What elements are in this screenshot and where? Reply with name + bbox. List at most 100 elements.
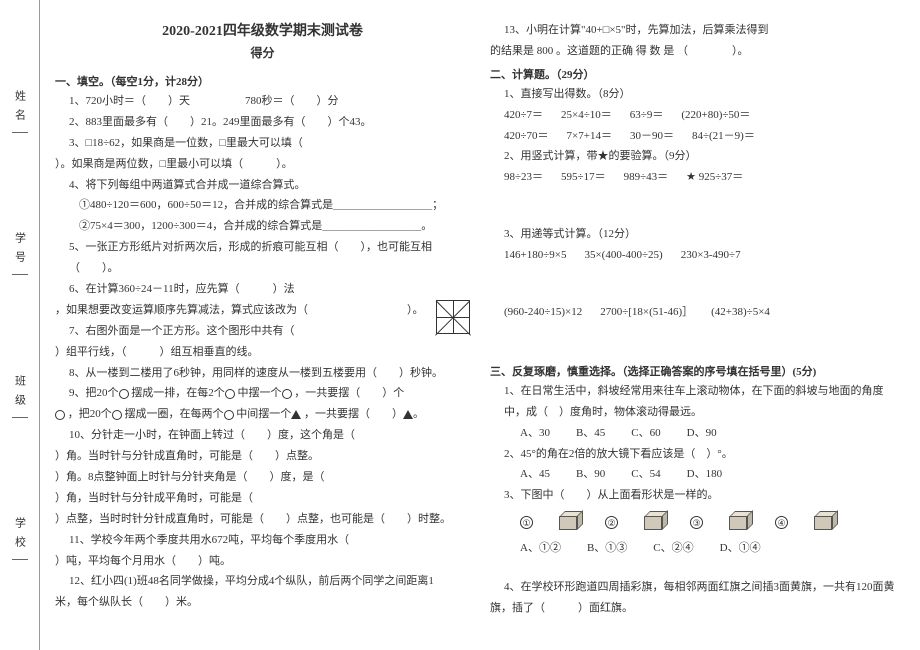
circle-icon: [225, 389, 235, 399]
q4b: ②75×4＝300，1200÷300＝4，合并成的综合算式是＿＿＿＿＿＿＿＿＿。: [55, 216, 470, 237]
q11a: 11、学校今年两个季度共用水672吨，平均每个季度用水（: [55, 530, 470, 551]
s2-sub3: 3、用递等式计算。（12分）: [490, 224, 905, 245]
binding-gutter: 姓名 学号 班级 学校: [0, 0, 40, 650]
o2d: D、180: [687, 464, 722, 485]
q10c: ）角。8点整钟面上时针与分针夹角是（ ）度，是（: [55, 467, 470, 488]
expr-row2: (960-240÷15)×12 2700÷[18×(51-46)］ (42+38…: [490, 302, 905, 323]
cube-fig-1: [553, 510, 585, 534]
o3b: B、①③: [587, 538, 627, 559]
circle-icon: [282, 389, 292, 399]
q3a: 3、□18÷62，如果商是一位数，□里最大可以填（: [55, 133, 470, 154]
q5: 5、一张正方形纸片对折两次后，形成的折痕可能互相（ ），也可能互相（ ）。: [55, 237, 470, 279]
q9b: 摆成一排，在每2个: [131, 387, 225, 399]
q9e: ，把20个: [68, 408, 112, 420]
o1a: A、30: [520, 423, 550, 444]
q9g: 中间摆一个: [236, 408, 291, 420]
q4: 4、将下列每组中两道算式合并成一道综合算式。: [55, 175, 470, 196]
e2: 35×(400-400÷25): [584, 245, 662, 266]
q7a: 7、右图外面是一个正方形。这个图形中共有（: [55, 321, 430, 342]
v1: 98÷23＝: [504, 167, 543, 188]
square-diagram: [436, 300, 470, 334]
gutter-id: 学号: [12, 232, 28, 275]
o1b: B、45: [576, 423, 605, 444]
exam-title: 2020-2021四年级数学期末测试卷: [55, 20, 470, 40]
s3q3: 3、下图中（ ）从上面看形状是一样的。: [490, 485, 905, 506]
fig3-label: ③: [690, 516, 703, 529]
section-1-head: 一、填空。（每空1分，计28分）: [55, 73, 470, 89]
r1a: 420÷7＝: [504, 105, 543, 126]
r2c: 30－90＝: [630, 126, 674, 147]
s3q4a: 4、在学校环形跑道四周插彩旗，每相邻两面红旗之间插3面黄旗，一共有120面黄: [490, 577, 905, 598]
v3: 989÷43＝: [624, 167, 669, 188]
q9h: ，一共要摆（ ）: [304, 408, 403, 420]
q9c: 中摆一个: [238, 387, 282, 399]
q6a: 6、在计算360÷24－11时，应先算（ ）法: [55, 279, 470, 300]
circle-icon: [119, 389, 129, 399]
o1d: D、90: [687, 423, 717, 444]
q12a: 12、红小四(1)班48名同学做操，平均分成4个纵队，前后两个同学之间距离1: [55, 571, 470, 592]
exam-page: 姓名 学号 班级 学校 2020-2021四年级数学期末测试卷 得分 一、填空。…: [0, 0, 920, 650]
mental-row2: 420÷70＝ 7×7+14＝ 30－90＝ 84÷(21－9)＝: [490, 126, 905, 147]
section-3-head: 三、反复琢磨，慎重选择。（选择正确答案的序号填在括号里）(5分): [490, 363, 905, 379]
q9a: 9、把20个: [69, 387, 119, 399]
q9-line1: 9、把20个 摆成一排，在每2个 中摆一个 ，一共要摆（ ）个: [55, 383, 470, 404]
e3: 230×3-490÷7: [681, 245, 741, 266]
e6: (42+38)÷5×4: [711, 302, 770, 323]
left-column: 2020-2021四年级数学期末测试卷 得分 一、填空。（每空1分，计28分） …: [55, 20, 470, 645]
v4: ★ 925÷37＝: [686, 167, 743, 188]
q12b: 米，每个纵队长（ ）米。: [55, 592, 470, 613]
triangle-icon: [291, 410, 301, 419]
e1: 146+180÷9×5: [504, 245, 566, 266]
o3a: A、①②: [520, 538, 561, 559]
section-2-head: 二、计算题。（29分）: [490, 66, 905, 82]
circle-icon: [112, 410, 122, 420]
r2b: 7×7+14＝: [567, 126, 612, 147]
o2c: C、54: [631, 464, 660, 485]
q4a: ①480÷120＝600，600÷50＝12，合并成的综合算式是＿＿＿＿＿＿＿＿…: [55, 195, 470, 216]
s3q3-opts: A、①② B、①③ C、②④ D、①④: [490, 538, 905, 559]
s3q4b: 旗，插了（ ）面红旗。: [490, 598, 905, 619]
o3c: C、②④: [653, 538, 693, 559]
vert-row: 98÷23＝ 595÷17＝ 989÷43＝ ★ 925÷37＝: [490, 167, 905, 188]
triangle-icon: [403, 410, 413, 419]
fig1-label: ①: [520, 516, 533, 529]
fig2-label: ②: [605, 516, 618, 529]
cube-fig-2: [638, 510, 670, 534]
q6b: ，如果想要改变运算顺序先算减法，算式应该改为（ ）。: [55, 300, 430, 321]
s3q2: 2、45°的角在2倍的放大镜下看应该是（ ）°。: [490, 444, 905, 465]
right-column: 13、小明在计算"40+□×5"时，先算加法，后算乘法得到 的结果是 800 。…: [490, 20, 905, 645]
content-area: 2020-2021四年级数学期末测试卷 得分 一、填空。（每空1分，计28分） …: [40, 0, 920, 650]
q6-row: ，如果想要改变运算顺序先算减法，算式应该改为（ ）。 7、右图外面是一个正方形。…: [55, 300, 470, 342]
r1b: 25×4÷10＝: [561, 105, 612, 126]
r2a: 420÷70＝: [504, 126, 549, 147]
o3d: D、①④: [720, 538, 761, 559]
q8: 8、从一楼到二楼用了6秒钟，用同样的速度从一楼到五楼要用（ ）秒钟。: [55, 363, 470, 384]
e4: (960-240÷15)×12: [504, 302, 582, 323]
cube-fig-4: [808, 510, 840, 534]
q9f: 摆成一圈，在每两个: [125, 408, 224, 420]
r1c: 63÷9＝: [630, 105, 664, 126]
v2: 595÷17＝: [561, 167, 606, 188]
circle-icon: [224, 410, 234, 420]
s3q1: 1、在日常生活中，斜坡经常用来往车上滚动物体，在下面的斜坡与地面的角度中，成（ …: [490, 381, 905, 423]
s2-sub1: 1、直接写出得数。（8分）: [490, 84, 905, 105]
q10a: 10、分针走一小时，在钟面上转过（ ）度，这个角是（: [55, 425, 470, 446]
r2d: 84÷(21－9)＝: [692, 126, 755, 147]
o2a: A、45: [520, 464, 550, 485]
q13b: 的结果是 800 。这道题的正确 得 数 是 （ ）。: [490, 41, 905, 62]
s3q1-opts: A、30 B、45 C、60 D、90: [490, 423, 905, 444]
gutter-name: 姓名: [12, 90, 28, 133]
r1d: (220+80)÷50＝: [681, 105, 750, 126]
q10b: ）角。当时针与分针成直角时，可能是（ ）点整。: [55, 446, 470, 467]
e5: 2700÷[18×(51-46)］: [600, 302, 693, 323]
circle-icon: [55, 410, 65, 420]
q9d: ，一共要摆（ ）个: [294, 387, 404, 399]
s3q2-opts: A、45 B、90 C、54 D、180: [490, 464, 905, 485]
fig4-label: ④: [775, 516, 788, 529]
q9-line2: ，把20个 摆成一圈，在每两个 中间摆一个 ，一共要摆（ ）。: [55, 404, 470, 425]
o2b: B、90: [576, 464, 605, 485]
s2-sub2: 2、用竖式计算，带★的要验算。（9分）: [490, 146, 905, 167]
cube-figures: ① ② ③ ④: [490, 510, 905, 534]
q10e: ）点整，当时时针分针成直角时，可能是（ ）点整，也可能是（ ）时整。: [55, 509, 470, 530]
expr-row1: 146+180÷9×5 35×(400-400÷25) 230×3-490÷7: [490, 245, 905, 266]
